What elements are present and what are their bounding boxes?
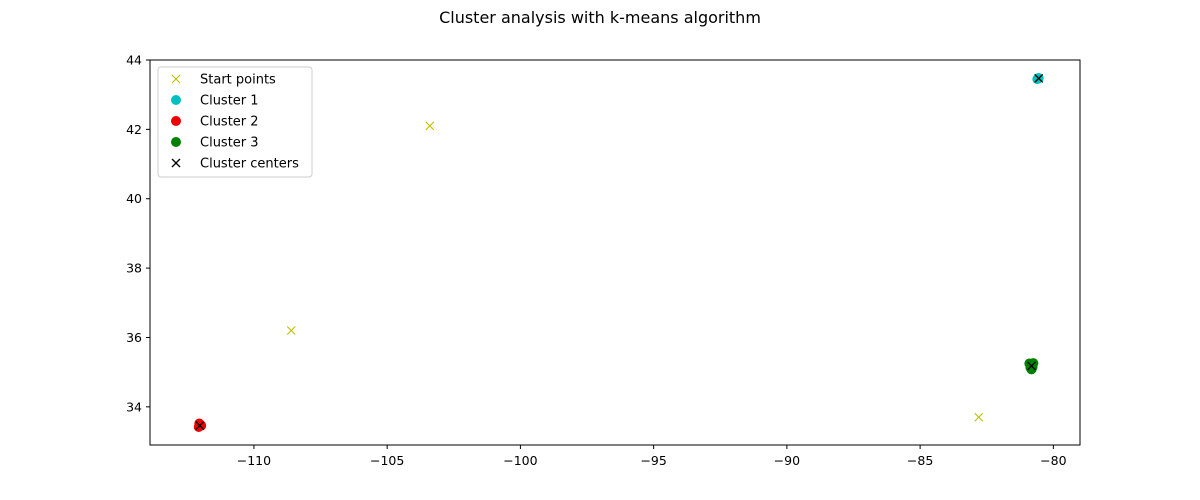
x-tick-label: −95 [640, 453, 666, 468]
x-tick-label: −85 [907, 453, 933, 468]
data-point-cluster-centers [1027, 361, 1036, 371]
legend-label: Cluster 2 [200, 115, 259, 130]
y-tick-label: 38 [126, 261, 142, 276]
y-tick-label: 42 [126, 122, 142, 137]
legend-marker [171, 95, 181, 105]
y-tick-label: 34 [126, 399, 142, 414]
data-point-cluster-centers [1034, 73, 1044, 83]
plot-frame [149, 59, 1081, 446]
x-tick-label: −105 [370, 453, 404, 468]
y-tick-label: 36 [126, 330, 142, 345]
x-tick-label: −90 [774, 453, 800, 468]
data-point-start-points [286, 326, 296, 335]
x-tick-label: −80 [1040, 453, 1066, 468]
legend-marker [171, 137, 181, 147]
data-point-cluster-centers [195, 421, 205, 431]
y-tick-label: 44 [126, 53, 142, 68]
legend-label: Start points [200, 73, 276, 88]
legend-label: Cluster 3 [200, 136, 259, 151]
legend-label: Cluster centers [200, 157, 299, 172]
x-tick-label: −100 [503, 453, 537, 468]
data-point-start-points [974, 412, 984, 422]
data-point-start-points [425, 121, 435, 131]
legend-box [157, 66, 313, 178]
legend-label: Cluster 1 [200, 94, 259, 109]
legend-marker [171, 116, 181, 126]
chart-title: Cluster analysis with k-means algorithm [439, 8, 761, 27]
y-tick-label: 40 [126, 191, 142, 206]
legend-marker [171, 74, 181, 84]
data-point-cluster-2 [196, 420, 207, 431]
x-tick-label: −110 [237, 453, 271, 468]
legend-marker [171, 158, 181, 168]
